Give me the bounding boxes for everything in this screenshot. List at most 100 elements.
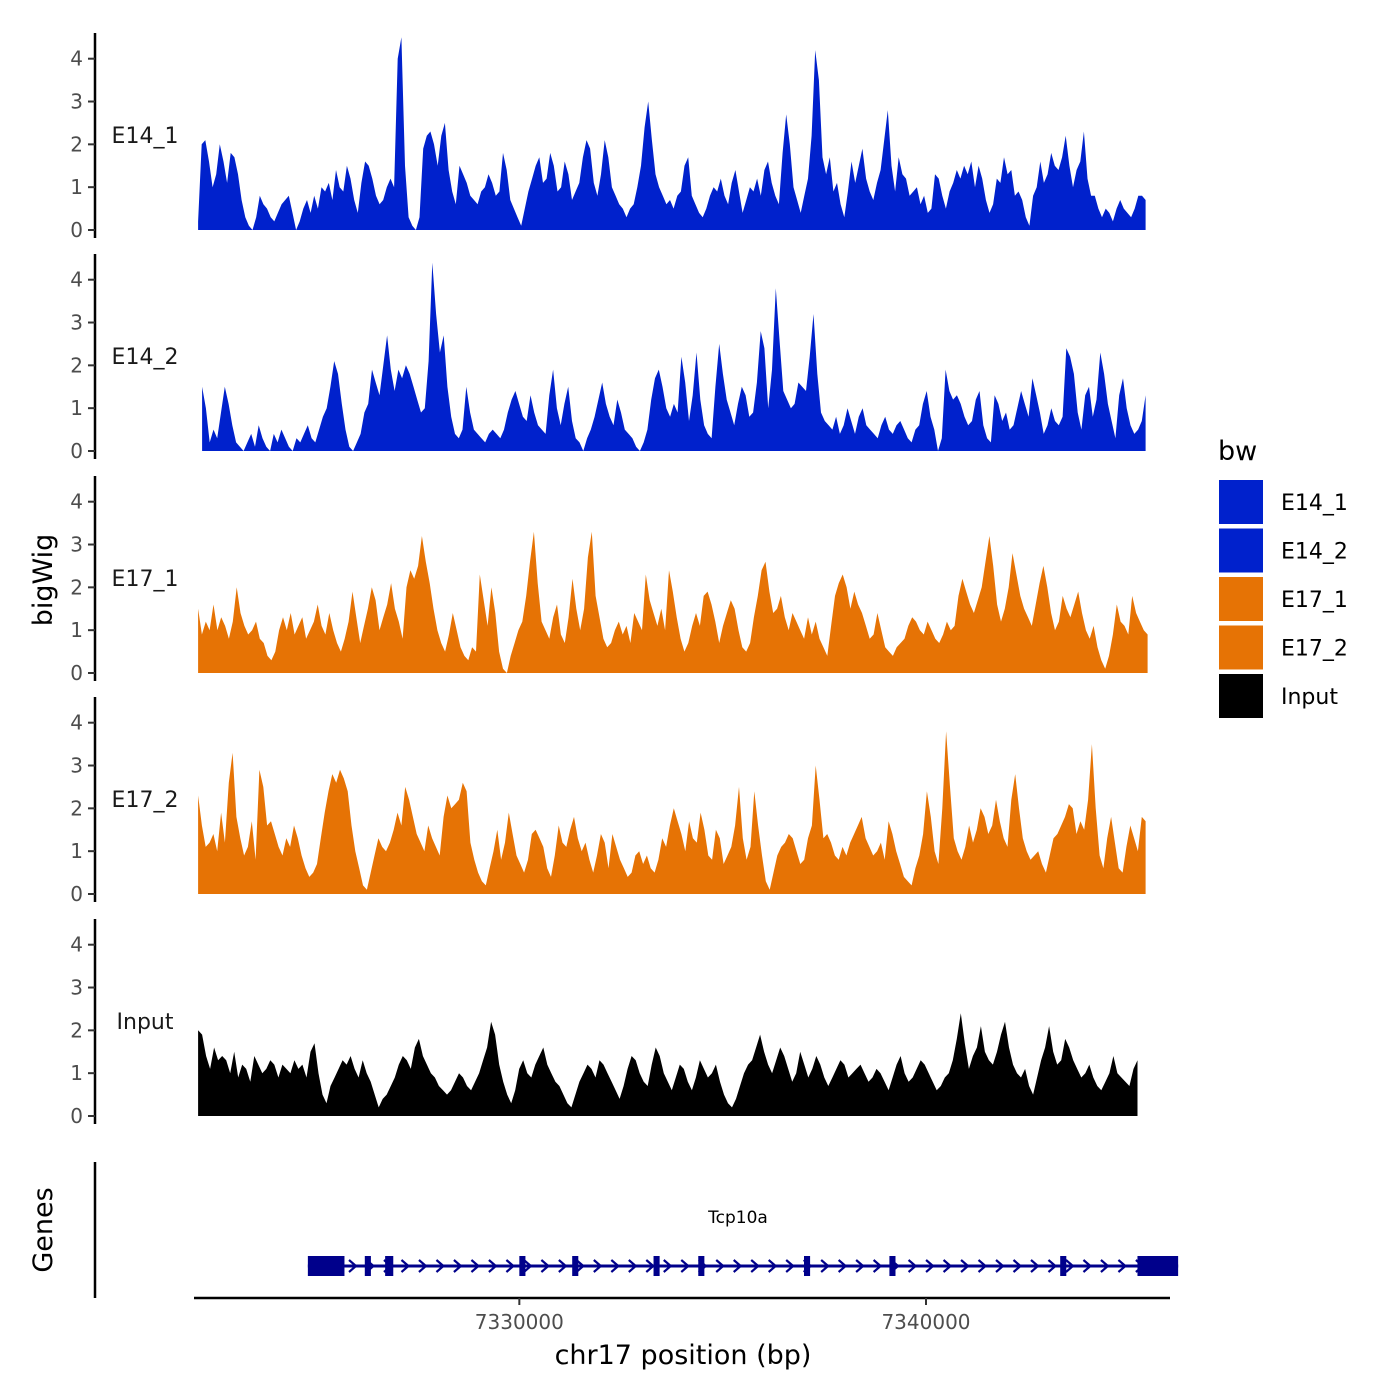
legend-label: E14_1 — [1281, 491, 1348, 516]
y-tick-label: 1 — [70, 175, 83, 199]
track-input: 0 1 2 3 4 Input — [70, 919, 1138, 1128]
y-tick-label: 2 — [70, 575, 83, 599]
gene-exon — [698, 1256, 705, 1276]
strand-arrow — [855, 1259, 865, 1273]
signal-area-e17-2 — [198, 731, 1146, 894]
legend-swatch — [1219, 674, 1263, 718]
strand-arrow — [470, 1259, 481, 1273]
y-tick-label: 3 — [70, 533, 83, 557]
y-tick-label: 2 — [70, 353, 83, 377]
legend-swatch — [1219, 577, 1263, 621]
strand-arrow — [628, 1259, 638, 1273]
strand-arrow — [837, 1259, 848, 1273]
y-tick-label: 3 — [70, 311, 83, 335]
strand-arrow — [785, 1259, 795, 1273]
gene-exon — [804, 1256, 811, 1276]
gene-exon — [889, 1256, 896, 1276]
gene-track-label: Genes — [28, 1187, 59, 1272]
x-axis: 7330000 7340000 — [194, 1296, 1170, 1334]
strand-arrow — [767, 1259, 778, 1273]
legend: bw E14_1 E14_2 E17_1 E17_2 Input — [1218, 436, 1348, 718]
y-tick-label: 2 — [70, 1018, 83, 1042]
legend-label: E14_2 — [1281, 540, 1348, 565]
strand-arrow — [418, 1259, 428, 1273]
track-e14-2: 0 1 2 3 4 E14_2 — [70, 254, 1146, 463]
strand-arrow — [488, 1259, 498, 1273]
x-axis-title: chr17 position (bp) — [555, 1340, 812, 1371]
strand-arrow — [575, 1259, 586, 1273]
strand-arrow — [872, 1259, 883, 1273]
strand-arrow — [505, 1259, 516, 1273]
strand-arrow — [400, 1259, 411, 1273]
y-tick-label: 3 — [70, 754, 83, 778]
x-tick-label: 7340000 — [881, 1310, 970, 1334]
strand-arrow — [453, 1259, 463, 1273]
y-tick-label: 0 — [70, 439, 83, 463]
y-tick-label: 0 — [70, 1104, 83, 1128]
strand-arrow — [1047, 1259, 1058, 1273]
strand-arrow — [942, 1259, 953, 1273]
strand-arrow — [820, 1259, 830, 1273]
strand-arrow — [995, 1259, 1005, 1273]
strand-arrow — [977, 1259, 988, 1273]
strand-arrow — [558, 1259, 568, 1273]
strand-arrow — [348, 1259, 358, 1273]
gene-exon — [1060, 1256, 1067, 1276]
strand-arrow — [1065, 1259, 1075, 1273]
y-tick-label: 4 — [70, 490, 83, 514]
legend-swatch — [1219, 528, 1263, 573]
strand-arrow — [645, 1259, 655, 1273]
track-label: E17_2 — [112, 788, 179, 813]
legend-title: bw — [1218, 436, 1257, 467]
strand-arrow — [1082, 1259, 1093, 1273]
gene-name-label: Tcp10a — [707, 1208, 768, 1228]
y-tick-label: 1 — [70, 396, 83, 420]
legend-label: Input — [1281, 685, 1338, 710]
gene-track: Genes Tcp10a — [28, 1162, 1179, 1298]
track-e14-1: 0 1 2 3 4 E14_1 — [70, 33, 1146, 242]
track-e17-2: 0 1 2 3 4 E17_2 — [70, 697, 1146, 906]
track-e17-1: 0 1 2 3 4 E17_1 — [70, 476, 1148, 685]
y-tick-label: 1 — [70, 839, 83, 863]
y-tick-label: 4 — [70, 268, 83, 292]
strand-arrow — [925, 1259, 935, 1273]
track-label: Input — [117, 1010, 174, 1035]
strand-arrow — [523, 1259, 533, 1273]
y-tick-label: 2 — [70, 796, 83, 820]
strand-arrow — [1012, 1259, 1023, 1273]
strand-arrow — [610, 1259, 620, 1273]
track-label: E14_2 — [112, 345, 179, 370]
legend-label: E17_2 — [1281, 637, 1348, 662]
y-tick-label: 0 — [70, 882, 83, 906]
signal-area-e14-2 — [202, 262, 1146, 451]
strand-arrow — [680, 1259, 690, 1273]
y-tick-label: 4 — [70, 47, 83, 71]
legend-swatch — [1219, 625, 1263, 670]
strand-arrow — [593, 1259, 603, 1273]
y-axis-title: bigWig — [28, 534, 59, 627]
gene-exon — [519, 1256, 526, 1276]
y-tick-label: 0 — [70, 218, 83, 242]
y-tick-label: 1 — [70, 1061, 83, 1085]
strand-arrow — [435, 1259, 446, 1273]
strand-arrow — [715, 1259, 725, 1273]
strand-arrow — [732, 1259, 743, 1273]
strand-arrow — [663, 1259, 673, 1273]
gene-exon — [307, 1256, 345, 1276]
strand-arrow — [1100, 1259, 1110, 1273]
gene-exon — [572, 1256, 579, 1276]
legend-label: E17_1 — [1281, 588, 1348, 613]
signal-tracks: 0 1 2 3 4 E14_1 0 1 2 3 4 E14_2 0 1 2 3 4 E17_1 0 1 2 3 4 E17_2… — [70, 33, 1148, 1128]
signal-area-e14-1 — [198, 37, 1146, 230]
strand-arrow — [540, 1259, 551, 1273]
x-tick-label: 7330000 — [475, 1310, 564, 1334]
gene-exon — [364, 1256, 371, 1276]
y-tick-label: 3 — [70, 976, 83, 1000]
y-tick-label: 1 — [70, 618, 83, 642]
legend-swatch — [1219, 480, 1263, 524]
y-tick-label: 4 — [70, 711, 83, 735]
signal-area-input — [198, 1013, 1138, 1116]
y-tick-label: 2 — [70, 132, 83, 156]
track-label: E14_1 — [112, 124, 179, 149]
